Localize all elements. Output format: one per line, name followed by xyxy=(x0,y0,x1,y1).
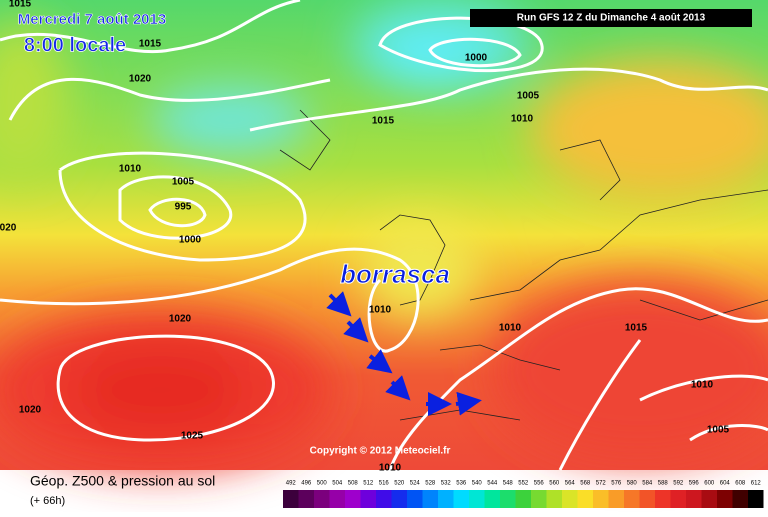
scale-label: 524 xyxy=(410,481,421,487)
scale-label: 592 xyxy=(673,481,684,487)
scale-label: 520 xyxy=(394,481,405,487)
time: 8:00 locale xyxy=(24,34,126,56)
scale-swatch xyxy=(639,490,655,508)
isobar-label: 1010 xyxy=(499,323,522,334)
scale-label: 504 xyxy=(332,481,343,487)
scale-label: 572 xyxy=(596,481,607,487)
isobar-label: 1000 xyxy=(179,235,202,246)
scale-swatch xyxy=(593,490,609,508)
scale-label: 548 xyxy=(503,481,514,487)
scale-label: 556 xyxy=(534,481,545,487)
scale-label: 600 xyxy=(704,481,715,487)
scale-label: 508 xyxy=(348,481,359,487)
isobar-label: 995 xyxy=(175,202,192,213)
scale-swatch xyxy=(407,490,423,508)
scale-label: 568 xyxy=(580,481,591,487)
scale-swatch xyxy=(360,490,376,508)
scale-label: 560 xyxy=(549,481,560,487)
scale-label: 536 xyxy=(456,481,467,487)
scale-swatch xyxy=(329,490,345,508)
isobar-label: 1020 xyxy=(19,405,42,416)
scale-label: 552 xyxy=(518,481,529,487)
scale-swatch xyxy=(391,490,407,508)
scale-swatch xyxy=(345,490,361,508)
run-info: Run GFS 12 Z du Dimanche 4 août 2013 xyxy=(517,13,706,24)
map-area: borrasca Copyright © 2012 Meteociel.fr 1… xyxy=(0,0,768,474)
isobar-label: 1015 xyxy=(9,0,32,10)
scale-swatch xyxy=(562,490,578,508)
scale-swatch xyxy=(701,490,717,508)
isobar-label: 1005 xyxy=(172,177,195,188)
copyright: Copyright © 2012 Meteociel.fr xyxy=(310,446,451,457)
scale-label: 580 xyxy=(627,481,638,487)
scale-swatch xyxy=(453,490,469,508)
scale-swatch xyxy=(500,490,516,508)
annotation: borrasca xyxy=(340,259,450,289)
scale-label: 496 xyxy=(301,481,312,487)
scale-swatch xyxy=(531,490,547,508)
legend: Géop. Z500 & pression au sol (+ 66h) 492… xyxy=(30,473,764,508)
isobar-label: 1025 xyxy=(181,431,204,442)
isobar-label: 1010 xyxy=(511,114,534,125)
scale-swatch xyxy=(717,490,733,508)
isobar-label: 020 xyxy=(0,223,17,234)
scale-label: 544 xyxy=(487,481,498,487)
scale-label: 512 xyxy=(363,481,374,487)
date: Mercredi 7 août 2013 xyxy=(18,11,166,28)
scale-swatch xyxy=(546,490,562,508)
legend-lead: (+ 66h) xyxy=(30,495,65,507)
scale-swatch xyxy=(376,490,392,508)
isobar-label: 1015 xyxy=(139,39,162,50)
scale-label: 532 xyxy=(441,481,452,487)
isobar-label: 1005 xyxy=(707,425,730,436)
scale-label: 528 xyxy=(425,481,436,487)
scale-swatch xyxy=(624,490,640,508)
scale-swatch xyxy=(686,490,702,508)
scale-label: 588 xyxy=(658,481,669,487)
scale-label: 612 xyxy=(751,481,762,487)
scale-label: 540 xyxy=(472,481,483,487)
scale-label: 516 xyxy=(379,481,390,487)
scale-swatch xyxy=(283,490,299,508)
scale-swatch xyxy=(515,490,531,508)
scale-swatch xyxy=(655,490,671,508)
isobar-label: 1015 xyxy=(625,323,648,334)
scale-swatch xyxy=(670,490,686,508)
scale-swatch xyxy=(438,490,454,508)
scale-swatch xyxy=(577,490,593,508)
scale-swatch xyxy=(469,490,485,508)
isobar-label: 1020 xyxy=(129,74,152,85)
scale-label: 604 xyxy=(720,481,731,487)
isobar-label: 1000 xyxy=(465,53,488,64)
isobar-label: 1010 xyxy=(369,305,392,316)
scale-swatch xyxy=(484,490,500,508)
scale-swatch xyxy=(422,490,438,508)
scale-label: 576 xyxy=(611,481,622,487)
scale-swatch xyxy=(298,490,314,508)
scale-label: 492 xyxy=(286,481,297,487)
isobar-label: 1010 xyxy=(691,380,714,391)
isobar-label: 1020 xyxy=(169,314,192,325)
scale-label: 564 xyxy=(565,481,576,487)
scale-swatch xyxy=(732,490,748,508)
isobar-label: 1015 xyxy=(372,116,395,127)
isobar-label: 1005 xyxy=(517,91,540,102)
isobar-label: 1010 xyxy=(119,164,142,175)
legend-title: Géop. Z500 & pression au sol xyxy=(30,473,215,489)
scale-label: 500 xyxy=(317,481,328,487)
scale-swatch xyxy=(608,490,624,508)
scale-label: 596 xyxy=(689,481,700,487)
scale-swatch xyxy=(748,490,764,508)
scale-label: 608 xyxy=(735,481,746,487)
scale-swatch xyxy=(314,490,330,508)
scale-label: 584 xyxy=(642,481,653,487)
flow-arrows xyxy=(326,291,482,416)
isobar-label: 1010 xyxy=(379,463,402,474)
